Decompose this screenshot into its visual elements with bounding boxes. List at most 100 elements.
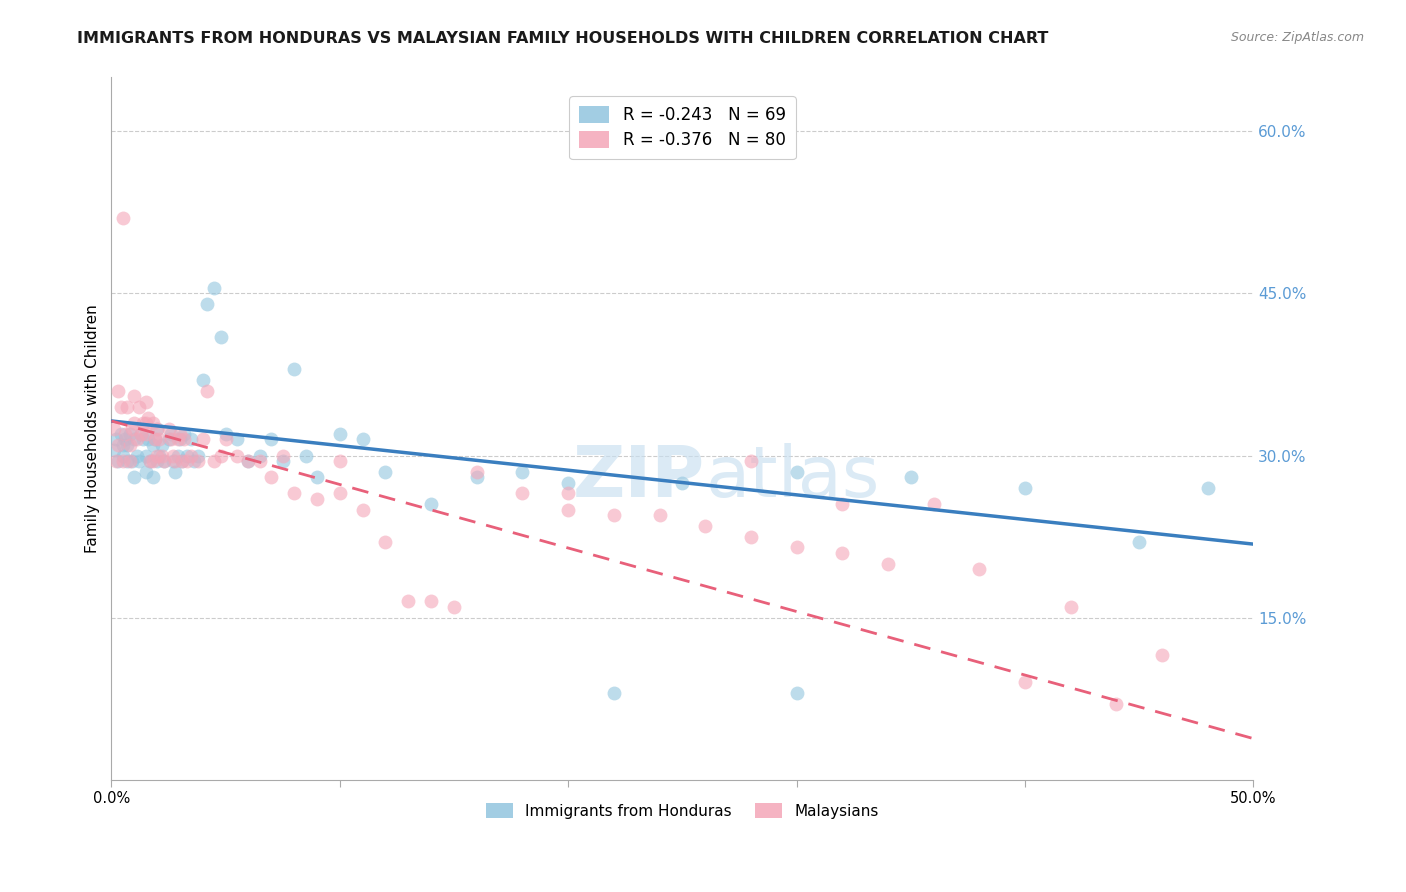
- Point: [117, 454, 139, 468]
- Point: [121, 421, 143, 435]
- Point: [103, 421, 125, 435]
- Point: [153, 454, 176, 468]
- Point: [786, 686, 808, 700]
- Point: [117, 438, 139, 452]
- Text: IMMIGRANTS FROM HONDURAS VS MALAYSIAN FAMILY HOUSEHOLDS WITH CHILDREN CORRELATIO: IMMIGRANTS FROM HONDURAS VS MALAYSIAN FA…: [77, 31, 1049, 46]
- Point: [1059, 599, 1081, 614]
- Point: [603, 686, 626, 700]
- Point: [557, 486, 579, 500]
- Point: [122, 389, 145, 403]
- Point: [420, 594, 443, 608]
- Point: [1150, 648, 1173, 663]
- Point: [159, 426, 181, 441]
- Point: [173, 426, 195, 441]
- Point: [283, 486, 305, 500]
- Point: [226, 433, 249, 447]
- Point: [238, 454, 260, 468]
- Point: [169, 426, 191, 441]
- Point: [150, 449, 173, 463]
- Point: [173, 433, 195, 447]
- Point: [136, 410, 159, 425]
- Legend: Immigrants from Honduras, Malaysians: Immigrants from Honduras, Malaysians: [479, 797, 886, 824]
- Point: [180, 449, 202, 463]
- Point: [922, 497, 945, 511]
- Point: [165, 465, 187, 479]
- Point: [396, 594, 419, 608]
- Point: [148, 433, 170, 447]
- Point: [150, 438, 173, 452]
- Point: [103, 443, 125, 458]
- Point: [107, 454, 129, 468]
- Point: [146, 421, 169, 435]
- Point: [135, 426, 157, 441]
- Point: [557, 475, 579, 490]
- Point: [118, 426, 141, 441]
- Point: [104, 433, 127, 447]
- Point: [129, 426, 152, 441]
- Point: [557, 502, 579, 516]
- Point: [128, 400, 150, 414]
- Point: [1197, 481, 1219, 495]
- Point: [157, 421, 180, 435]
- Point: [169, 433, 191, 447]
- Point: [283, 362, 305, 376]
- Point: [260, 433, 283, 447]
- Point: [146, 454, 169, 468]
- Point: [352, 502, 374, 516]
- Point: [159, 433, 181, 447]
- Point: [143, 433, 166, 447]
- Point: [153, 454, 176, 468]
- Point: [118, 454, 141, 468]
- Point: [374, 535, 396, 549]
- Point: [305, 491, 328, 506]
- Point: [135, 416, 157, 430]
- Point: [148, 449, 170, 463]
- Point: [162, 449, 184, 463]
- Point: [132, 433, 155, 447]
- Point: [162, 454, 184, 468]
- Point: [305, 470, 328, 484]
- Point: [740, 530, 762, 544]
- Point: [117, 400, 139, 414]
- Point: [195, 297, 218, 311]
- Point: [122, 416, 145, 430]
- Text: Source: ZipAtlas.com: Source: ZipAtlas.com: [1230, 31, 1364, 45]
- Point: [329, 426, 352, 441]
- Point: [202, 454, 225, 468]
- Point: [209, 449, 232, 463]
- Point: [141, 470, 163, 484]
- Point: [260, 470, 283, 484]
- Point: [110, 400, 132, 414]
- Point: [141, 454, 163, 468]
- Point: [271, 454, 294, 468]
- Point: [180, 433, 202, 447]
- Point: [157, 433, 180, 447]
- Point: [166, 433, 188, 447]
- Point: [226, 449, 249, 463]
- Point: [114, 426, 136, 441]
- Point: [740, 454, 762, 468]
- Point: [214, 433, 236, 447]
- Point: [329, 454, 352, 468]
- Point: [104, 454, 127, 468]
- Point: [191, 433, 214, 447]
- Point: [443, 599, 465, 614]
- Point: [125, 449, 148, 463]
- Point: [146, 449, 169, 463]
- Point: [146, 421, 169, 435]
- Point: [420, 497, 443, 511]
- Point: [187, 449, 209, 463]
- Point: [176, 449, 198, 463]
- Point: [111, 449, 134, 463]
- Point: [176, 454, 198, 468]
- Point: [603, 508, 626, 522]
- Point: [107, 438, 129, 452]
- Point: [139, 454, 162, 468]
- Point: [329, 486, 352, 500]
- Point: [967, 562, 990, 576]
- Point: [135, 449, 157, 463]
- Point: [183, 454, 205, 468]
- Point: [465, 465, 488, 479]
- Point: [876, 557, 898, 571]
- Point: [465, 470, 488, 484]
